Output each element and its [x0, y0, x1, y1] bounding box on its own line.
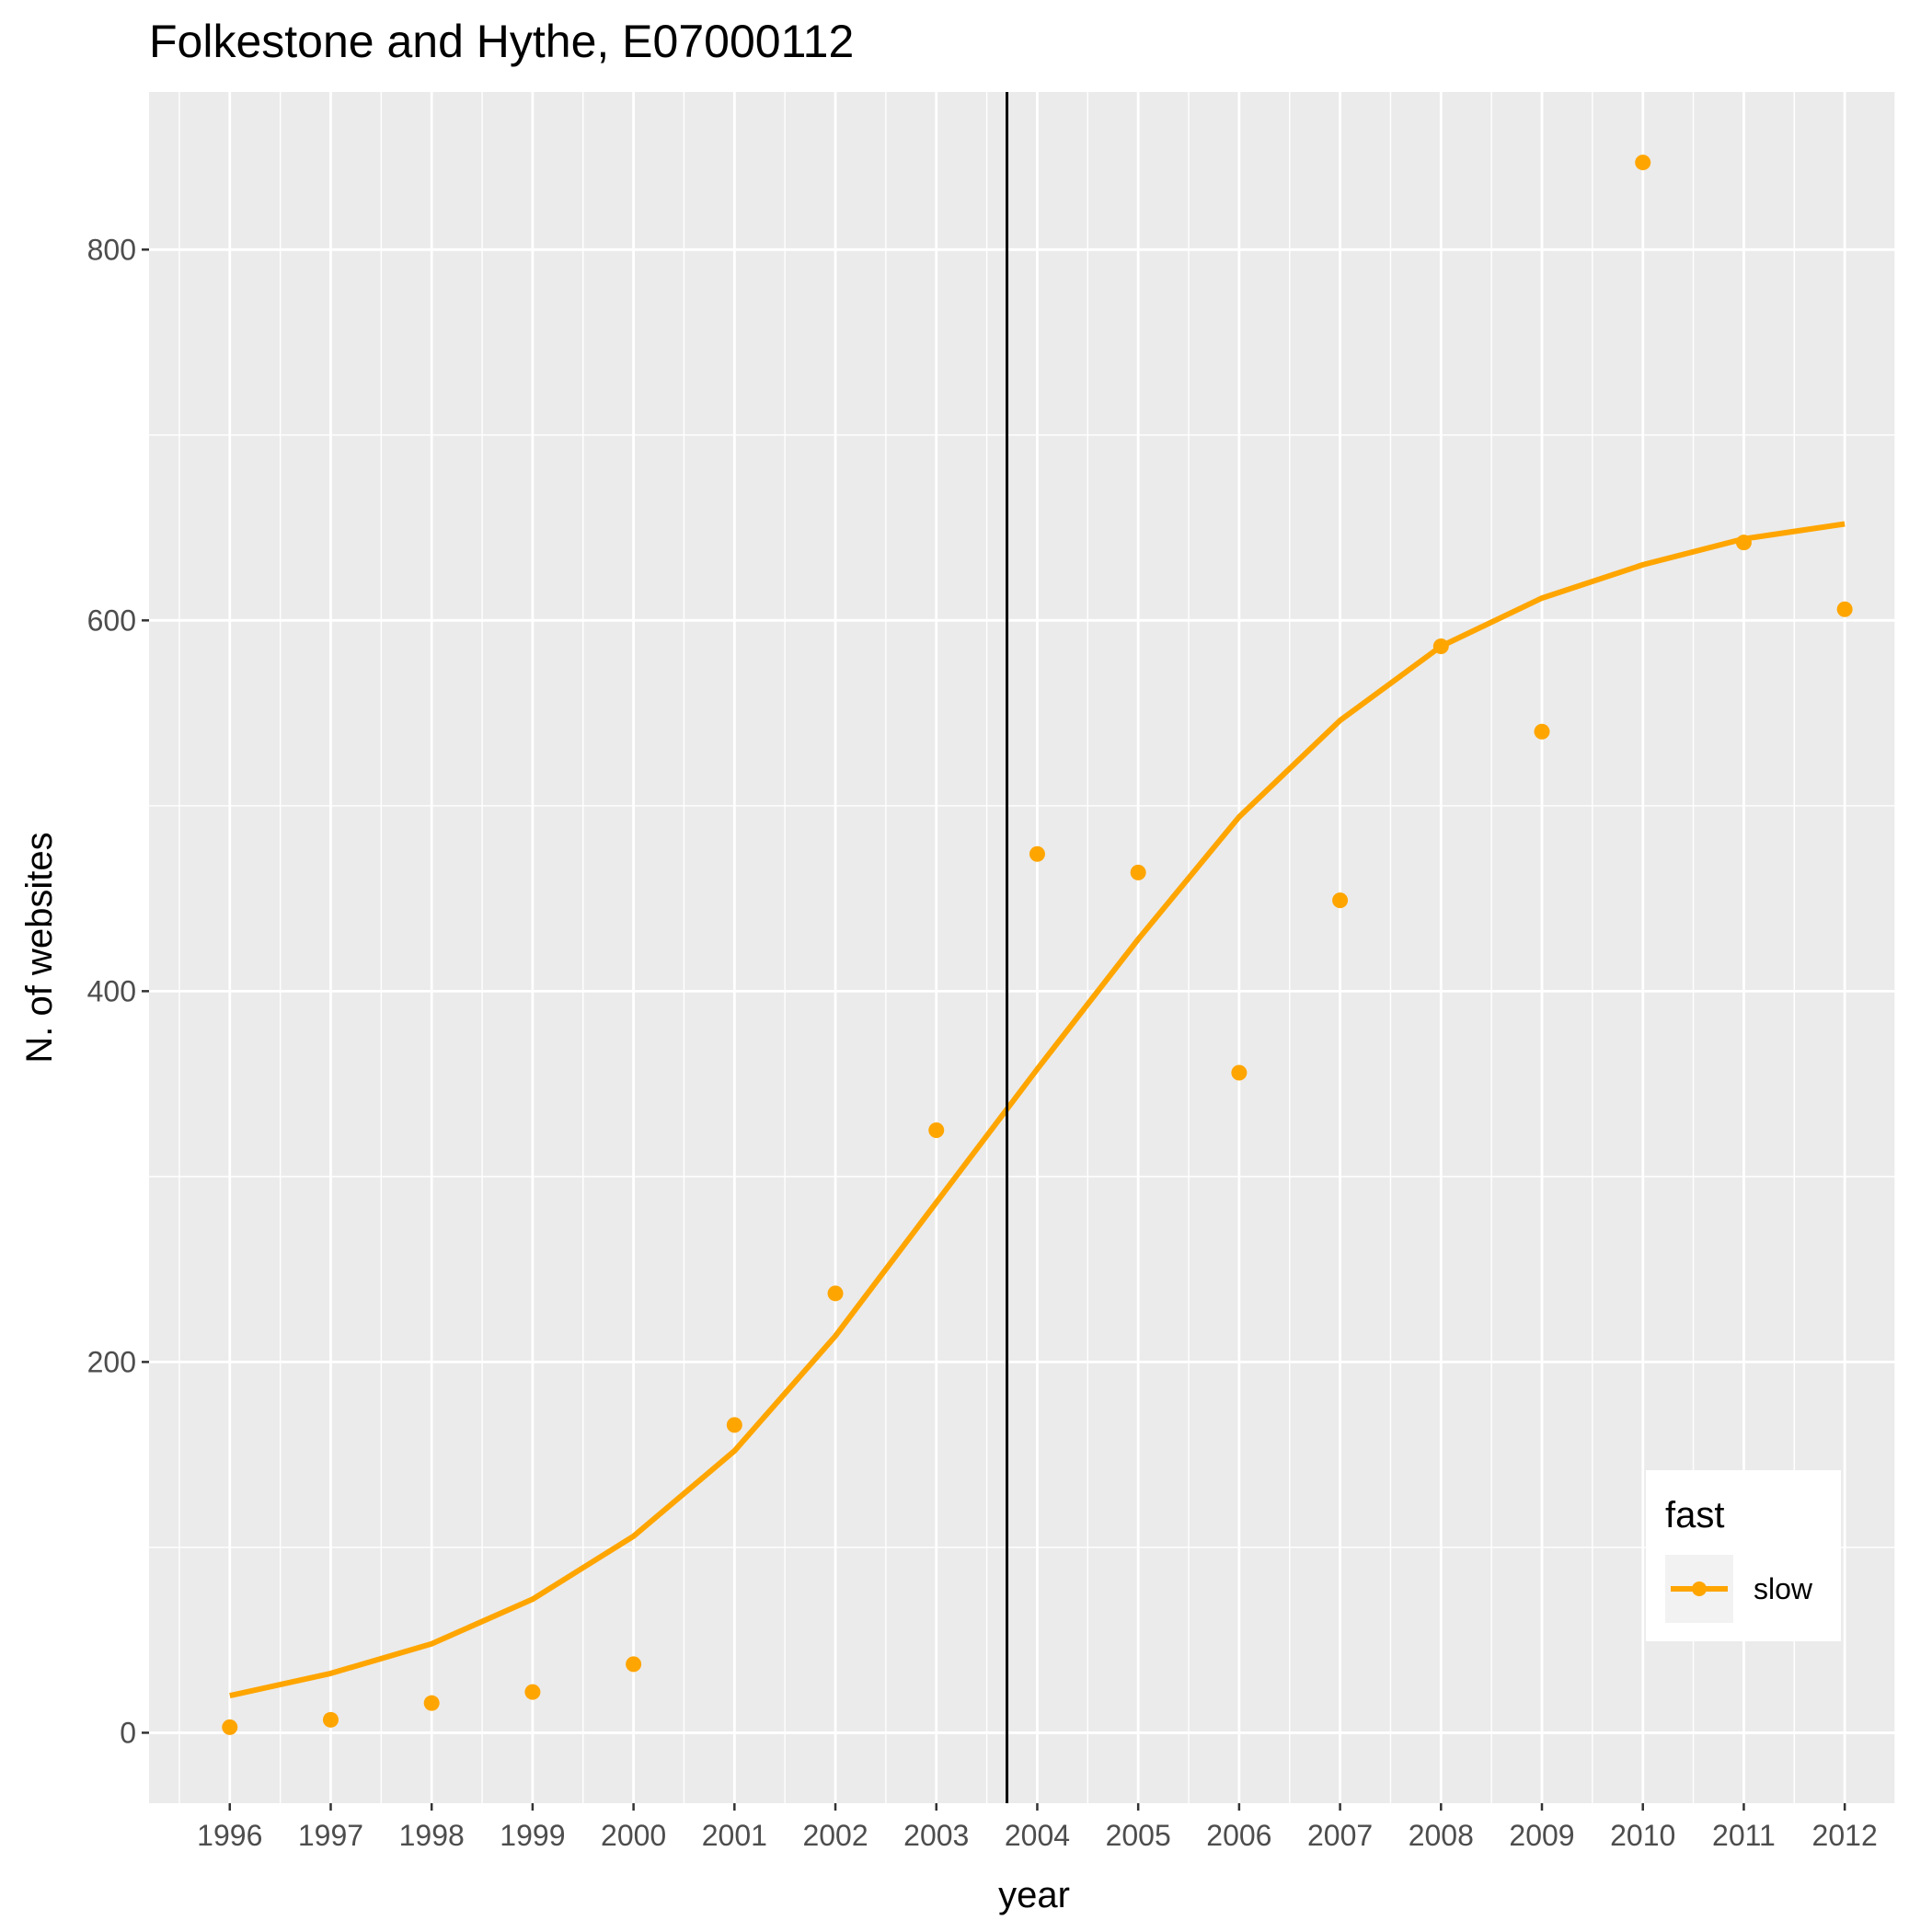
- x-tick-label: 2001: [702, 1819, 767, 1852]
- x-tick-label: 1998: [399, 1819, 465, 1852]
- x-tick-label: 2009: [1509, 1819, 1574, 1852]
- data-point: [1534, 723, 1550, 740]
- x-tick-label: 2012: [1812, 1819, 1878, 1852]
- legend: fast slow: [1646, 1470, 1841, 1641]
- x-tick-label: 2000: [601, 1819, 666, 1852]
- data-point: [1432, 638, 1449, 655]
- plot-panel: [149, 92, 1895, 1803]
- y-tick-label: 400: [87, 974, 136, 1007]
- data-point: [1231, 1064, 1248, 1081]
- data-point: [1836, 601, 1853, 617]
- y-tick-label: 200: [87, 1345, 136, 1378]
- data-point: [1735, 535, 1752, 551]
- x-tick-label: 2007: [1307, 1819, 1373, 1852]
- x-tick-label: 2005: [1106, 1819, 1171, 1852]
- x-axis: 1996 1997 1998 1999 2000 2001 2002 2003 2004 2005…: [197, 1803, 1878, 1852]
- chart-title: Folkestone and Hythe, E07000112: [149, 16, 854, 67]
- x-tick-label: 2010: [1610, 1819, 1675, 1852]
- y-axis-title: N. of websites: [19, 832, 60, 1063]
- data-point: [222, 1719, 238, 1735]
- data-point: [1130, 864, 1146, 880]
- y-axis: 0 200 400 600 800: [87, 233, 149, 1749]
- x-tick-label: 2003: [903, 1819, 969, 1852]
- data-point: [423, 1695, 440, 1711]
- x-tick-label: 2008: [1409, 1819, 1474, 1852]
- data-point: [1332, 892, 1349, 909]
- data-point: [928, 1121, 945, 1138]
- data-point: [827, 1285, 844, 1302]
- trend-line-slow: [229, 521, 1846, 1699]
- data-point: [726, 1417, 742, 1433]
- x-axis-title: year: [998, 1875, 1070, 1915]
- trend-layer: [229, 521, 1846, 1699]
- data-point: [322, 1711, 339, 1728]
- legend-label-slow: slow: [1754, 1572, 1813, 1605]
- legend-key-point: [1692, 1581, 1707, 1596]
- point-layer: [222, 155, 1853, 1735]
- y-tick-label: 800: [87, 233, 136, 266]
- x-tick-label: 2011: [1712, 1819, 1776, 1852]
- major-grid: [149, 92, 1895, 1803]
- y-tick-label: 0: [120, 1716, 136, 1749]
- data-point: [626, 1656, 642, 1673]
- x-tick-label: 2002: [802, 1819, 868, 1852]
- x-tick-label: 1997: [298, 1819, 363, 1852]
- minor-grid: [149, 92, 1896, 1803]
- legend-title: fast: [1665, 1495, 1724, 1535]
- data-point: [1635, 155, 1651, 171]
- data-point: [524, 1684, 541, 1700]
- x-tick-label: 2004: [1005, 1819, 1070, 1852]
- data-point: [1029, 845, 1045, 862]
- y-tick-label: 600: [87, 604, 136, 637]
- x-tick-label: 2006: [1206, 1819, 1271, 1852]
- x-tick-label: 1996: [197, 1819, 262, 1852]
- x-tick-label: 1999: [500, 1819, 565, 1852]
